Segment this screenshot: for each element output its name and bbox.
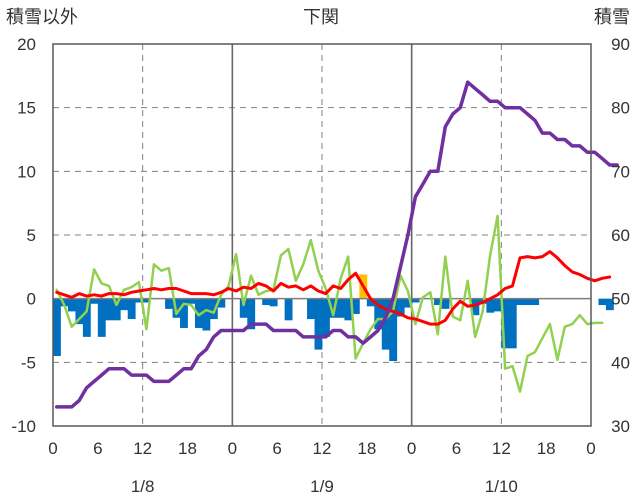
precip-bar [314,298,323,350]
precip-bar [67,298,76,312]
right-tick-label: 90 [611,35,630,54]
left-tick-label: 0 [27,290,36,309]
precip-bar [411,298,420,303]
date-label: 1/9 [310,477,334,496]
precip-bar [97,298,106,337]
precip-bar [180,298,188,328]
precip-bar [127,298,136,320]
wind-line [55,214,604,393]
precip-bar [374,298,383,330]
precip-bar [112,298,121,321]
x-hour-tick-label: 6 [452,439,461,458]
precip-bar [531,298,540,306]
right-tick-label: 60 [611,226,630,245]
precip-bar [269,298,278,307]
precip-bar [351,298,360,314]
precip-bar [307,298,315,320]
precip-bar [120,298,129,311]
precip-bar [90,298,99,304]
precip-bar [381,298,390,350]
x-hour-tick-label: 18 [537,439,556,458]
right-axis-label: 積雪 [594,7,630,28]
precip-bar [441,298,450,309]
precip-bar [82,298,91,337]
precip-bar [471,298,480,316]
right-tick-label: 40 [611,353,630,372]
x-hour-tick-label: 12 [492,439,511,458]
precip-bar [262,298,271,306]
left-tick-label: -5 [21,353,36,372]
precip-bar [53,298,61,356]
right-tick-label: 30 [611,417,630,436]
precip-bar [284,298,293,321]
precip-bar [516,298,525,306]
precip-bar [165,298,173,309]
precip-bar [366,298,375,307]
precip-bar [209,298,218,320]
precip-bar [247,298,256,330]
precip-bar [508,298,517,349]
precip-bar [396,298,405,317]
precip-bar [486,298,495,313]
precip-bar [217,298,226,308]
x-hour-tick-label: 0 [48,439,57,458]
precip-bar [239,298,248,318]
precip-bar [501,298,510,349]
x-hour-tick-label: 0 [228,439,237,458]
x-hour-tick-label: 6 [272,439,281,458]
precip-bar [105,298,114,321]
precip-bar [344,298,353,321]
left-axis-label: 積雪以外 [6,7,78,28]
precip-bar [75,298,84,325]
precip-bar [523,298,532,306]
temperature-line [55,250,612,326]
precip-bar [187,298,196,304]
precip-bar [322,298,330,337]
precip-bar [598,298,607,306]
left-tick-label: 20 [17,35,36,54]
x-hour-tick-label: 12 [133,439,152,458]
left-tick-label: 10 [17,162,36,181]
left-tick-label: -10 [11,417,36,436]
x-hour-tick-label: 12 [313,439,332,458]
left-tick-label: 15 [17,99,36,118]
precip-bar [605,298,614,311]
precip-bar [60,298,69,307]
x-hour-tick-label: 18 [178,439,197,458]
left-tick-label: 5 [27,226,36,245]
precip-bar [135,298,144,303]
precip-bar [142,298,151,303]
x-hour-tick-label: 18 [357,439,376,458]
precip-bar [404,298,413,308]
plot-frame [52,43,592,427]
right-tick-label: 70 [611,162,630,181]
snow-depth-line [54,80,619,409]
x-hour-tick-label: 0 [586,439,595,458]
precip-bar [194,298,203,328]
precip-bar [434,298,442,306]
x-hour-tick-label: 6 [93,439,102,458]
right-tick-label: 50 [611,290,630,309]
date-label: 1/8 [131,477,155,496]
grid-layer [53,44,591,426]
precip-bar [389,298,398,362]
lines-layer [54,80,619,409]
chart-title: 下関 [303,7,339,28]
precip-bar [336,298,345,318]
precip-bar [493,298,502,312]
date-label: 1/10 [485,477,518,496]
x-hour-tick-label: 0 [407,439,416,458]
right-tick-label: 80 [611,99,630,118]
precip-bar [202,298,211,331]
